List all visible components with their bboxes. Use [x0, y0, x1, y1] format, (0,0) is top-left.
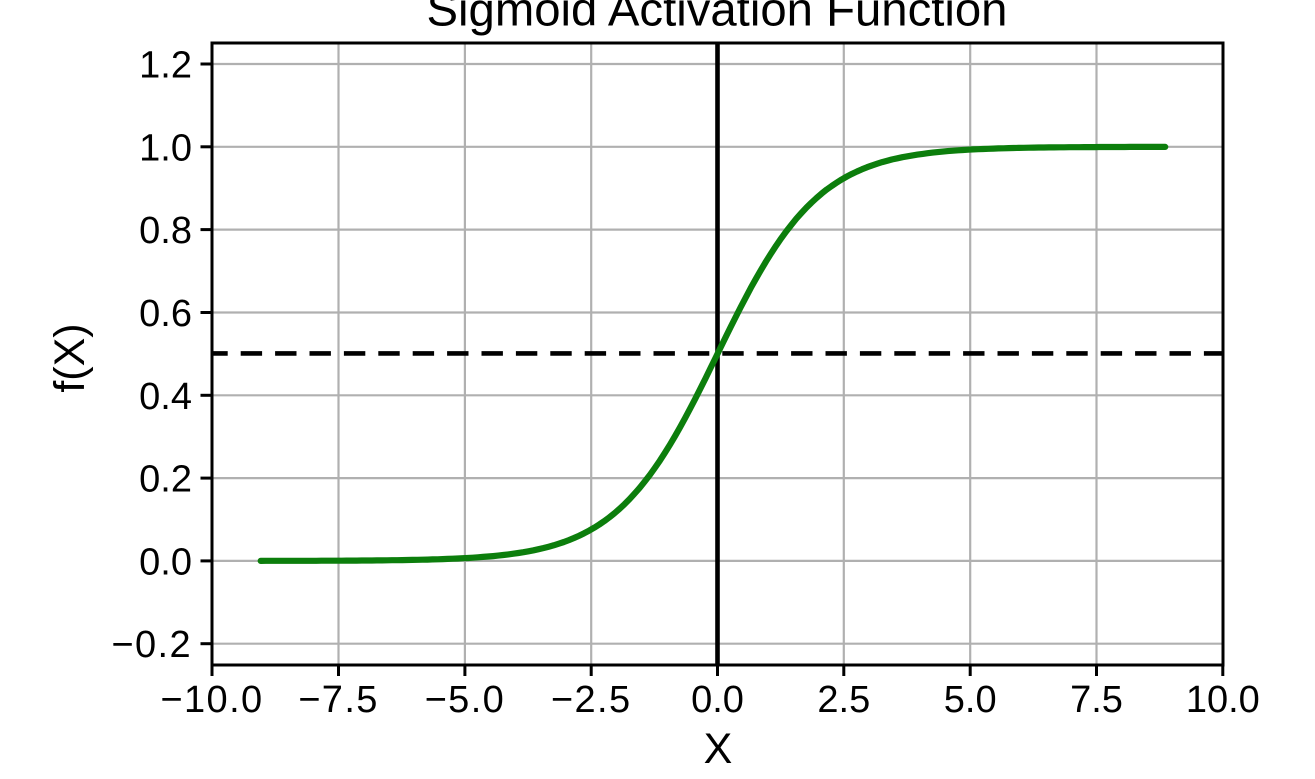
svg-text:−2.5: −2.5: [551, 679, 632, 721]
svg-text:1.2: 1.2: [139, 45, 192, 87]
svg-text:10.0: 10.0: [1186, 679, 1260, 721]
svg-text:0.0: 0.0: [691, 679, 744, 721]
svg-text:−7.5: −7.5: [298, 679, 379, 721]
svg-text:2.5: 2.5: [817, 679, 870, 721]
svg-text:0.4: 0.4: [139, 376, 192, 418]
svg-text:f(X): f(X): [46, 323, 94, 392]
svg-text:5.0: 5.0: [944, 679, 997, 721]
svg-text:0.8: 0.8: [139, 210, 192, 252]
svg-text:0.6: 0.6: [139, 293, 192, 335]
svg-text:−10.0: −10.0: [160, 679, 263, 721]
svg-text:1.0: 1.0: [139, 127, 192, 169]
svg-text:Sigmoid Activation Function: Sigmoid Activation Function: [426, 0, 1007, 37]
svg-text:0.0: 0.0: [139, 541, 192, 583]
svg-text:−0.2: −0.2: [111, 624, 192, 666]
svg-text:0.2: 0.2: [139, 459, 192, 501]
svg-text:7.5: 7.5: [1070, 679, 1123, 721]
svg-text:X: X: [704, 725, 733, 773]
svg-text:−5.0: −5.0: [425, 679, 506, 721]
